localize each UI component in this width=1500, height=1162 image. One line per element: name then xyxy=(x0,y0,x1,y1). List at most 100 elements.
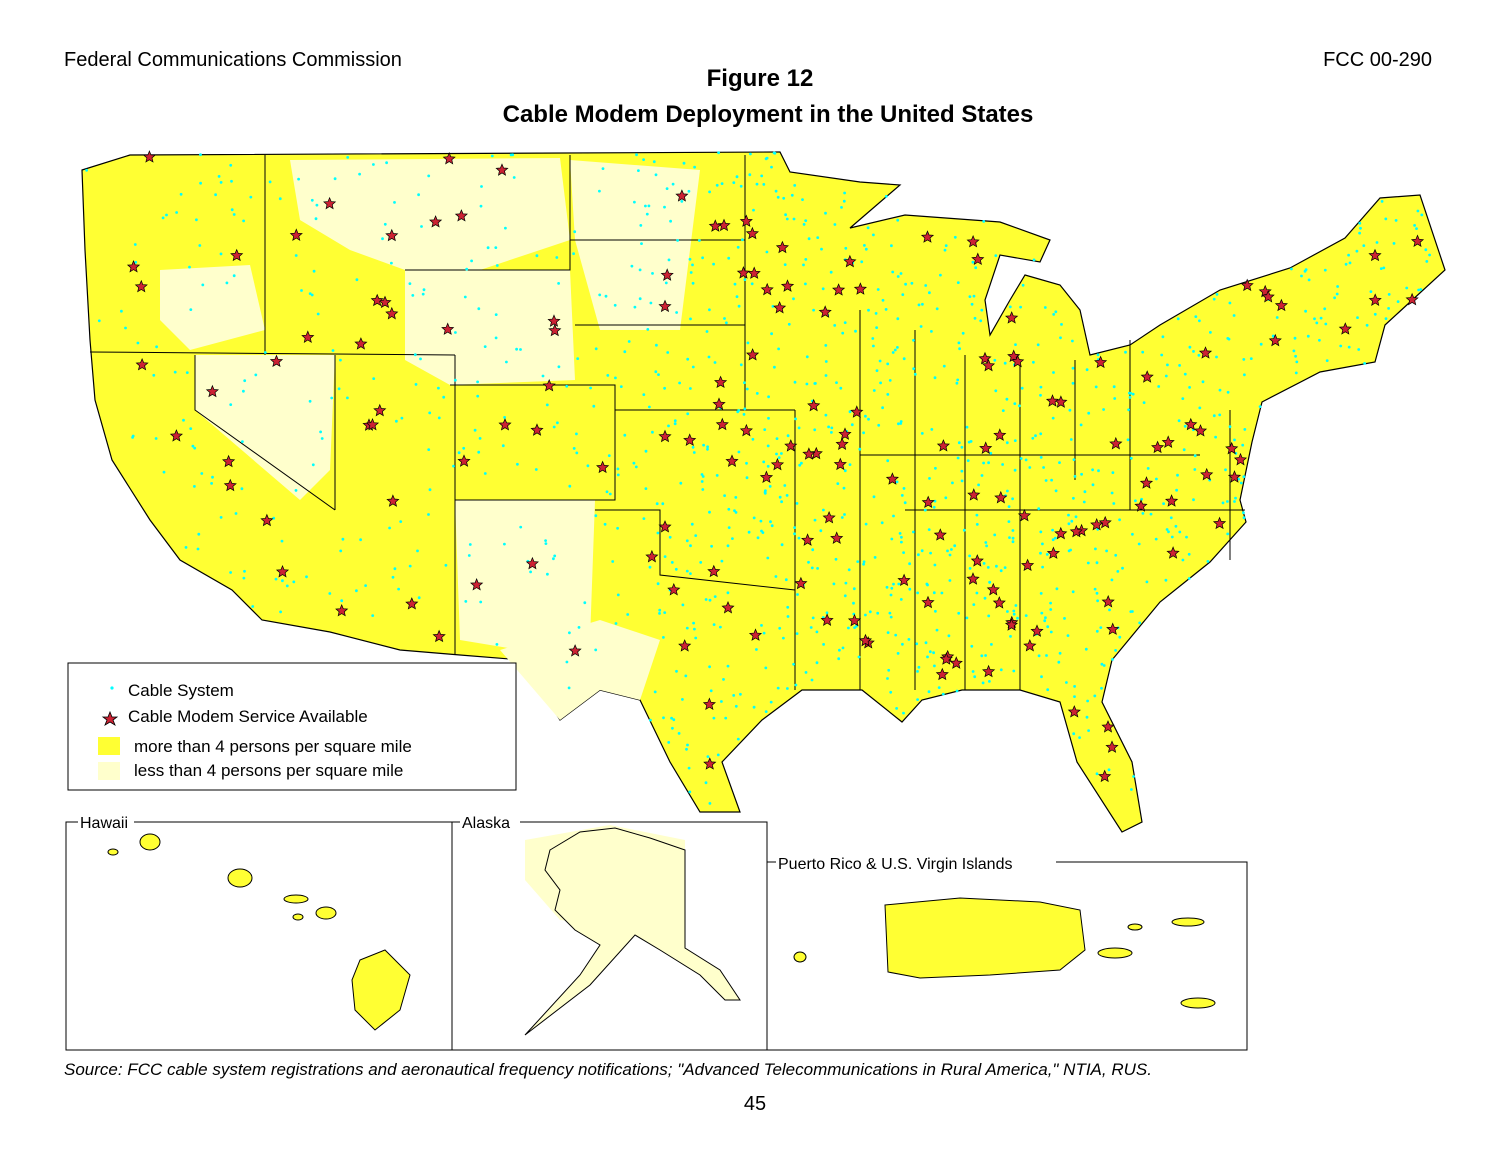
cable-dot xyxy=(907,638,911,641)
cable-dot xyxy=(552,425,556,429)
page-number: 45 xyxy=(744,1093,766,1115)
cable-dot xyxy=(294,489,298,492)
cable-dot xyxy=(737,450,741,454)
cable-dot xyxy=(951,481,954,485)
modem-star xyxy=(1023,638,1037,652)
cable-dot xyxy=(671,726,674,730)
modem-star xyxy=(1109,436,1123,450)
cable-dot xyxy=(802,223,806,226)
modem-star xyxy=(820,613,834,626)
cable-dot xyxy=(847,626,850,630)
cable-dot xyxy=(586,464,590,468)
cable-dot xyxy=(713,361,717,364)
cable-dot xyxy=(320,437,324,440)
cable-dot xyxy=(782,196,786,200)
cable-dot xyxy=(673,419,677,423)
cable-dot xyxy=(881,298,885,302)
cable-dot xyxy=(1012,669,1016,673)
cable-dot xyxy=(844,581,848,585)
cable-dot xyxy=(970,644,974,648)
header-right: FCC 00-290 xyxy=(1323,49,1432,71)
cable-dot xyxy=(897,582,901,586)
modem-star xyxy=(1200,467,1214,481)
cable-dot xyxy=(839,386,843,390)
cable-dot xyxy=(1052,371,1055,374)
cable-dot xyxy=(263,351,267,354)
legend-star xyxy=(101,710,119,726)
cable-dot xyxy=(921,302,924,306)
cable-dot xyxy=(131,434,135,438)
cable-dot xyxy=(1039,432,1043,436)
cable-dot xyxy=(819,529,823,533)
cable-dot xyxy=(1049,630,1053,634)
cable-dot xyxy=(815,661,819,665)
cable-dot xyxy=(464,600,468,603)
modem-star xyxy=(205,384,219,398)
cable-dot xyxy=(1209,331,1212,334)
cable-dot xyxy=(388,526,391,530)
cable-dot xyxy=(912,338,915,342)
cable-dot xyxy=(331,349,335,352)
cable-dot xyxy=(932,651,935,655)
cable-dot xyxy=(933,376,937,380)
cable-dot xyxy=(1040,675,1043,679)
cable-dot xyxy=(1127,408,1130,412)
cable-dot xyxy=(535,254,539,258)
cable-dot xyxy=(268,180,272,184)
cable-dot xyxy=(1392,242,1396,245)
modem-star xyxy=(1069,524,1083,538)
cable-dot xyxy=(1053,536,1057,540)
cable-dot xyxy=(843,594,847,598)
cable-dot xyxy=(1013,439,1017,442)
cable-dot xyxy=(1306,334,1310,338)
cable-dot xyxy=(769,520,772,524)
cable-dot xyxy=(745,476,749,480)
modem-star xyxy=(801,533,815,546)
cable-dot xyxy=(681,603,685,607)
modem-star xyxy=(1101,594,1115,608)
cable-dot xyxy=(1008,305,1012,309)
modem-star xyxy=(373,403,387,417)
cable-dot xyxy=(829,270,833,274)
cable-dot xyxy=(1185,535,1188,539)
cable-dot xyxy=(1339,344,1343,348)
cable-dot xyxy=(933,563,937,567)
cable-dot xyxy=(1003,361,1007,365)
cable-dot xyxy=(642,517,646,520)
cable-dot xyxy=(1169,516,1173,520)
cable-dot xyxy=(308,292,312,295)
cable-dot xyxy=(652,160,656,164)
modem-star xyxy=(169,429,183,442)
modem-star xyxy=(1011,354,1025,368)
cable-dot xyxy=(751,437,755,441)
cable-dot xyxy=(672,718,676,722)
cable-dot xyxy=(1024,458,1028,462)
cable-dot xyxy=(1356,316,1359,319)
cable-dot xyxy=(308,399,312,403)
cable-dot xyxy=(686,743,689,747)
cable-dot xyxy=(902,711,905,715)
modem-star xyxy=(717,218,731,232)
cable-dot xyxy=(735,295,739,298)
cable-dot xyxy=(867,308,870,312)
cable-dot xyxy=(987,461,990,465)
cable-dot xyxy=(1067,549,1071,553)
modem-star xyxy=(1225,441,1239,455)
cable-dot xyxy=(1074,515,1078,519)
inset-label: Hawaii xyxy=(80,815,128,832)
modem-star xyxy=(658,299,672,313)
cable-dot xyxy=(1100,662,1104,666)
cable-dot xyxy=(805,355,809,359)
cable-dot xyxy=(1045,654,1048,657)
cable-dot xyxy=(1154,537,1158,541)
cable-dot xyxy=(968,554,971,558)
cable-dot xyxy=(494,313,498,316)
cable-dot xyxy=(1094,385,1098,389)
modem-star xyxy=(1274,298,1288,312)
cable-dot xyxy=(1242,516,1246,520)
cable-dot xyxy=(1073,475,1077,478)
cable-dot xyxy=(793,532,796,536)
cable-dot xyxy=(824,344,828,347)
cable-dot xyxy=(793,184,797,187)
cable-dot xyxy=(1335,292,1339,296)
